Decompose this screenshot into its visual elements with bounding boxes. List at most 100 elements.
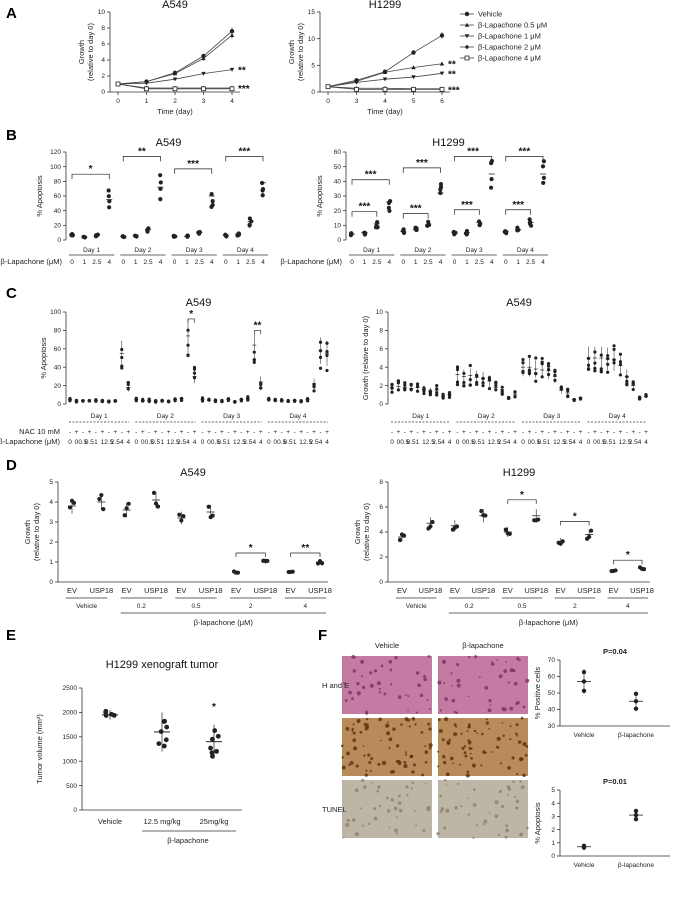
category-label: Vehicle	[574, 862, 595, 869]
data-point	[181, 514, 186, 519]
dose-label: 1	[185, 259, 189, 266]
data-point	[200, 399, 205, 403]
data-point	[247, 216, 252, 221]
cell-speck	[423, 677, 428, 682]
data-point	[488, 185, 494, 190]
cell-speck	[424, 760, 428, 764]
cell-speck	[369, 671, 373, 675]
data-point	[447, 395, 452, 400]
nac-mark: +	[286, 429, 290, 436]
cell-speck	[360, 659, 365, 664]
data-point	[259, 386, 263, 390]
nac-mark: -	[547, 429, 549, 436]
y-tick-label: 50	[334, 164, 342, 171]
data-point	[172, 77, 178, 82]
cell-speck	[427, 722, 431, 726]
cell-speck	[352, 731, 356, 735]
data-point	[397, 537, 403, 543]
cell-speck	[470, 757, 473, 760]
cell-speck	[516, 773, 519, 776]
cell-speck	[513, 681, 518, 686]
dose-label: 1	[363, 259, 367, 266]
nac-mark: +	[579, 429, 583, 436]
cell-speck	[361, 824, 365, 827]
dose-mark: 1	[416, 439, 420, 446]
cell-speck	[351, 727, 354, 731]
cell-speck	[483, 819, 488, 824]
data-point	[134, 399, 138, 403]
x-tick-label: 5	[412, 98, 416, 105]
cell-speck	[436, 832, 440, 836]
data-point	[115, 81, 121, 87]
dose-mark: 4	[513, 439, 517, 446]
data-point	[414, 226, 419, 231]
x-axis-label: β-lapachone (μM)	[519, 618, 579, 627]
dose-mark: 0	[390, 439, 394, 446]
y-tick-label: 40	[54, 364, 62, 371]
row-label: TUNEL	[322, 805, 347, 814]
cell-speck	[512, 780, 515, 783]
data-point	[435, 393, 439, 397]
dose-mark: 2.5	[243, 439, 252, 446]
data-point	[215, 733, 221, 739]
nac-mark: +	[566, 429, 570, 436]
cell-speck	[437, 765, 440, 768]
sig-bracket	[71, 173, 110, 180]
y-tick-label: 6	[101, 41, 105, 48]
cell-speck	[378, 690, 382, 694]
dose-mark: 1	[488, 439, 492, 446]
y-axis-label: % Apoptosis	[35, 175, 44, 217]
cell-speck	[385, 796, 389, 800]
data-point	[464, 232, 469, 237]
dose-mark: 0.5	[284, 439, 293, 446]
cell-speck	[361, 778, 365, 783]
dose-mark: 4	[259, 439, 263, 446]
cell-speck	[446, 742, 450, 746]
data-point	[618, 352, 623, 356]
dose-mark: 1	[553, 439, 557, 446]
cell-speck	[507, 794, 509, 797]
data-point	[305, 399, 310, 403]
chart-title: A549	[162, 0, 188, 11]
cell-speck	[453, 732, 458, 737]
data-point	[197, 229, 202, 235]
nac-mark: -	[187, 429, 189, 436]
cell-speck	[485, 721, 489, 725]
nac-mark: +	[475, 429, 479, 436]
row-label: H and E	[322, 681, 349, 690]
category-label: EV	[231, 586, 241, 595]
cell-speck	[407, 709, 409, 711]
category-label: USP18	[308, 586, 332, 595]
cell-speck	[494, 800, 499, 805]
y-tick-label: 3	[551, 814, 555, 821]
treatment-label: Vehicle	[406, 603, 427, 610]
nac-mark: +	[396, 429, 400, 436]
cell-speck	[468, 655, 471, 659]
group-label: Day 4	[237, 247, 254, 254]
dose-label: 4	[159, 259, 163, 266]
dose-mark: 1	[101, 439, 105, 446]
data-point	[438, 181, 444, 187]
data-point	[435, 383, 439, 388]
dose-mark: 0.5	[603, 439, 612, 446]
cell-speck	[473, 729, 477, 733]
cell-speck	[439, 794, 443, 798]
cell-speck	[443, 717, 449, 722]
dose-mark: 2.5	[629, 439, 638, 446]
data-point	[172, 86, 178, 92]
cell-speck	[373, 669, 378, 673]
dose-mark: 0.5	[538, 439, 547, 446]
cell-speck	[358, 719, 361, 722]
dose-mark: 1	[299, 439, 303, 446]
nac-mark: +	[513, 429, 517, 436]
data-point	[120, 364, 124, 368]
nac-mark: -	[306, 429, 308, 436]
y-tick-label: 0	[57, 237, 61, 244]
category-label: 25mg/kg	[200, 817, 229, 826]
data-point	[382, 77, 388, 82]
cell-speck	[453, 723, 457, 727]
nac-mark: +	[100, 429, 104, 436]
cell-speck	[505, 828, 510, 833]
cell-speck	[441, 738, 445, 742]
group-label: Day 3	[466, 247, 483, 254]
